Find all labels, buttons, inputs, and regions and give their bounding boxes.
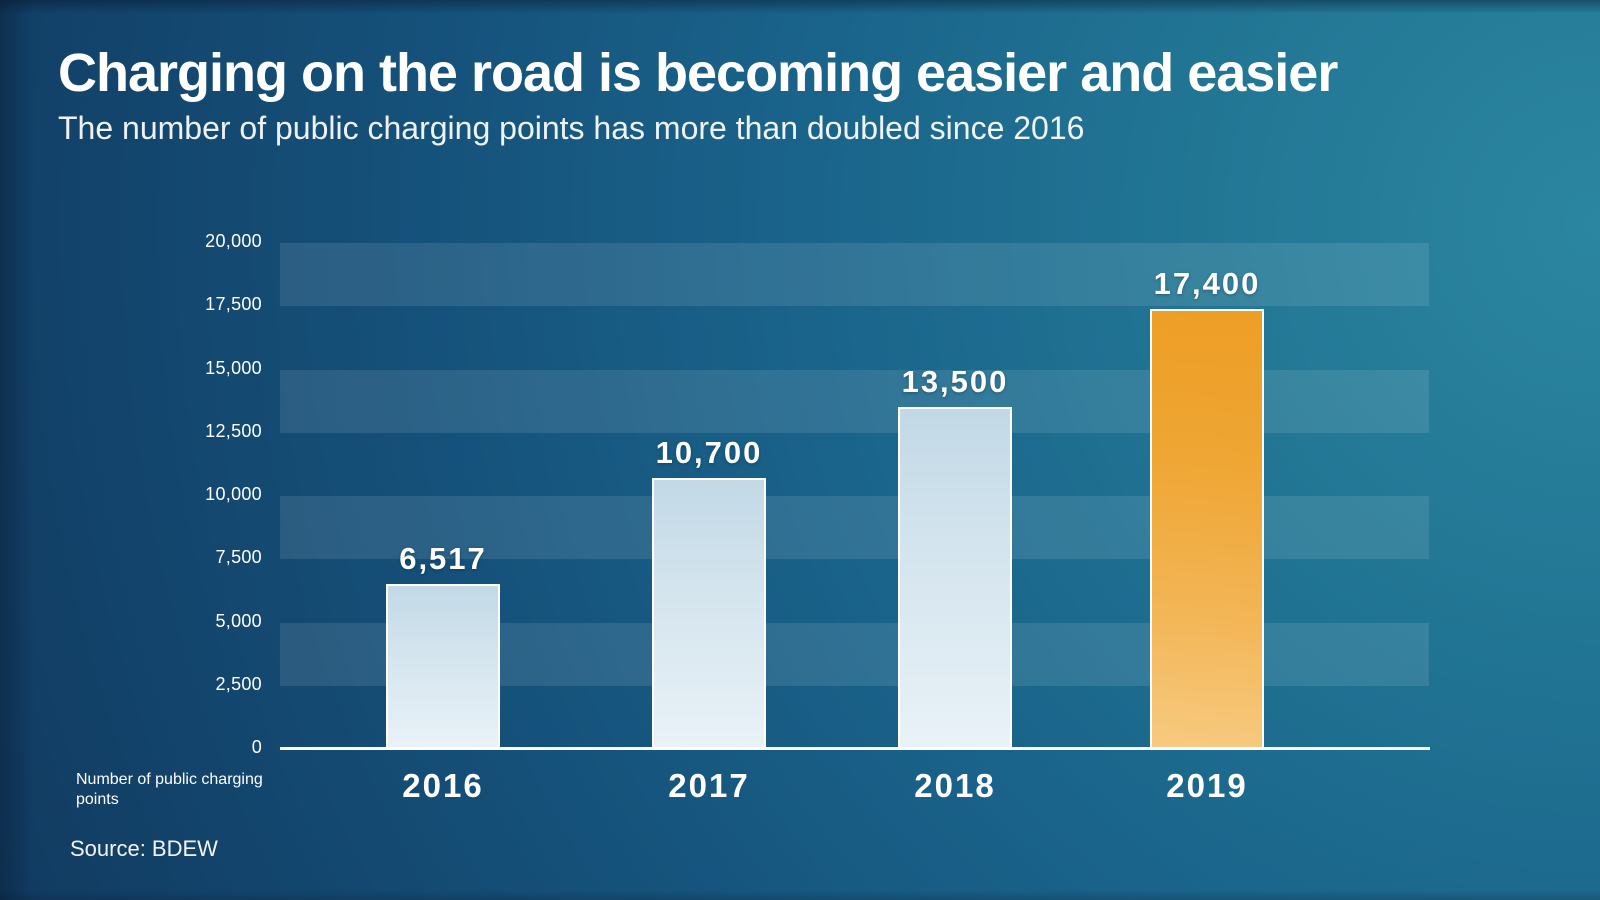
value-label-2016: 6,517: [399, 541, 487, 577]
x-tick-label-2016: 2016: [402, 767, 484, 804]
value-label-2019: 17,400: [1153, 265, 1261, 301]
value-label-2018: 13,500: [901, 364, 1009, 400]
y-tick-label: 10,000: [205, 484, 262, 504]
source-credit: Source: BDEW: [70, 836, 218, 861]
bar-2016: [386, 584, 500, 749]
y-tick-label: 2,500: [215, 673, 262, 694]
y-tick-label: 12,500: [205, 420, 262, 441]
page-subtitle: The number of public charging points has…: [58, 110, 1085, 146]
x-tick-label-2019: 2019: [1166, 767, 1248, 804]
gridline-band: [280, 243, 1429, 307]
y-tick-label: 15,000: [205, 357, 262, 378]
y-tick-label: 17,500: [205, 294, 262, 315]
x-tick-label-2017: 2017: [668, 767, 750, 804]
bar-2017: [652, 478, 766, 749]
x-axis-line: [280, 747, 1430, 750]
y-tick-label: 5,000: [215, 610, 262, 631]
page-title: Charging on the road is becoming easier …: [58, 43, 1338, 103]
x-tick-label-2018: 2018: [914, 767, 996, 804]
y-tick-label: 7,500: [215, 547, 262, 568]
y-tick-label: 20,000: [205, 231, 262, 251]
bar-2018: [898, 407, 1012, 749]
y-tick-label: 0: [251, 737, 262, 757]
value-label-2017: 10,700: [655, 435, 763, 471]
y-axis-title: Number of public charging points: [76, 771, 263, 808]
bar-2019: [1150, 308, 1264, 749]
